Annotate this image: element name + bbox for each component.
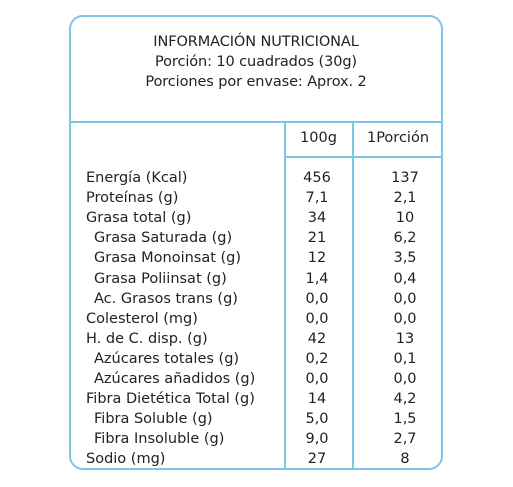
value-per-100g: 21 [307,230,327,247]
value-per-portion: 137 [391,170,419,186]
value-per-100g: 0,2 [305,350,329,367]
value-per-100g: 5,0 [305,411,329,428]
nutrient-row: Grasa Poliinsat (g) 1,4 0,4 [86,269,446,289]
nutrient-label: Grasa Monoinsat (g) [94,250,242,267]
value-per-100g: 12 [307,250,327,267]
value-per-portion: 0,0 [393,310,417,327]
value-per-100g: 0,0 [305,290,329,307]
value-per-portion: 3,5 [393,250,417,267]
header-divider [70,121,442,123]
nutrient-row: Fibra Dietética Total (g) 14 4,2 [86,389,446,409]
nutrient-label: H. de C. disp. (g) [86,330,208,347]
value-per-100g: 9,0 [305,431,329,448]
value-per-100g: 27 [307,451,327,468]
nutrition-facts-panel [69,15,443,470]
nutrient-row: Grasa Monoinsat (g) 12 3,5 [86,248,446,268]
nutrient-row: Fibra Soluble (g) 5,0 1,5 [86,409,446,429]
value-per-portion: 0,1 [393,350,417,367]
nutrient-label: Fibra Dietética Total (g) [86,391,255,408]
value-per-portion: 13 [395,330,415,347]
nutrient-label: Azúcares totales (g) [94,350,240,367]
nutrient-row: Grasa total (g) 34 10 [86,208,446,228]
value-per-portion: 2,7 [393,431,417,448]
value-per-100g: 34 [307,210,327,227]
nutrient-label: Ac. Grasos trans (g) [94,290,238,307]
value-per-portion: 8 [400,451,410,468]
nutrient-label: Colesterol (mg) [86,310,198,327]
nutrient-row: Fibra Insoluble (g) 9,0 2,7 [86,429,446,449]
value-per-portion: 6,2 [393,230,417,247]
value-per-100g: 14 [307,391,327,408]
column-divider-right [352,121,354,469]
nutrient-label: Fibra Soluble (g) [94,411,213,428]
nutrient-row: Grasa Saturada (g) 21 6,2 [86,228,446,248]
nutrient-label: Energía (Kcal) [86,170,188,186]
value-per-portion: 10 [395,210,415,227]
nutrient-label: Azúcares añadidos (g) [94,371,256,387]
value-per-100g: 0,0 [305,371,329,387]
nutrient-label: Grasa Saturada (g) [94,230,233,247]
nutrient-row: Azúcares añadidos (g) 0,0 0,0 [86,369,446,389]
nutrient-row: Energía (Kcal) 456 137 [86,168,446,188]
nutrient-label: Fibra Insoluble (g) [94,431,225,448]
nutrient-row: H. de C. disp. (g) 42 13 [86,329,446,349]
nutrient-row: Colesterol (mg) 0,0 0,0 [86,309,446,329]
value-per-100g: 1,4 [305,270,329,287]
value-per-100g: 456 [303,170,331,186]
nutrient-label: Grasa total (g) [86,210,192,227]
value-per-portion: 0,4 [393,270,417,287]
value-per-portion: 1,5 [393,411,417,428]
nutrition-title: INFORMACIÓN NUTRICIONAL [153,34,359,50]
value-per-portion: 2,1 [393,190,417,207]
servings-per-container: Porciones por envase: Aprox. 2 [145,74,367,90]
nutrient-row: Ac. Grasos trans (g) 0,0 0,0 [86,289,446,309]
portion-size: Porción: 10 cuadrados (30g) [155,54,357,70]
column-header-portion: 1Porción [366,130,430,146]
column-divider-left [284,121,286,469]
value-per-portion: 0,0 [393,371,417,387]
nutrient-label: Sodio (mg) [86,451,166,468]
value-per-100g: 42 [307,330,327,347]
value-per-portion: 0,0 [393,290,417,307]
column-header-divider [284,156,442,158]
nutrient-row: Azúcares totales (g) 0,2 0,1 [86,349,446,369]
nutrient-label: Grasa Poliinsat (g) [94,270,227,287]
nutrient-label: Proteínas (g) [86,190,179,207]
nutrient-row: Proteínas (g) 7,1 2,1 [86,188,446,208]
value-per-100g: 7,1 [305,190,329,207]
nutrient-row: Sodio (mg) 27 8 [86,449,446,469]
value-per-100g: 0,0 [305,310,329,327]
column-header-100g: 100g [300,130,337,146]
value-per-portion: 4,2 [393,391,417,408]
